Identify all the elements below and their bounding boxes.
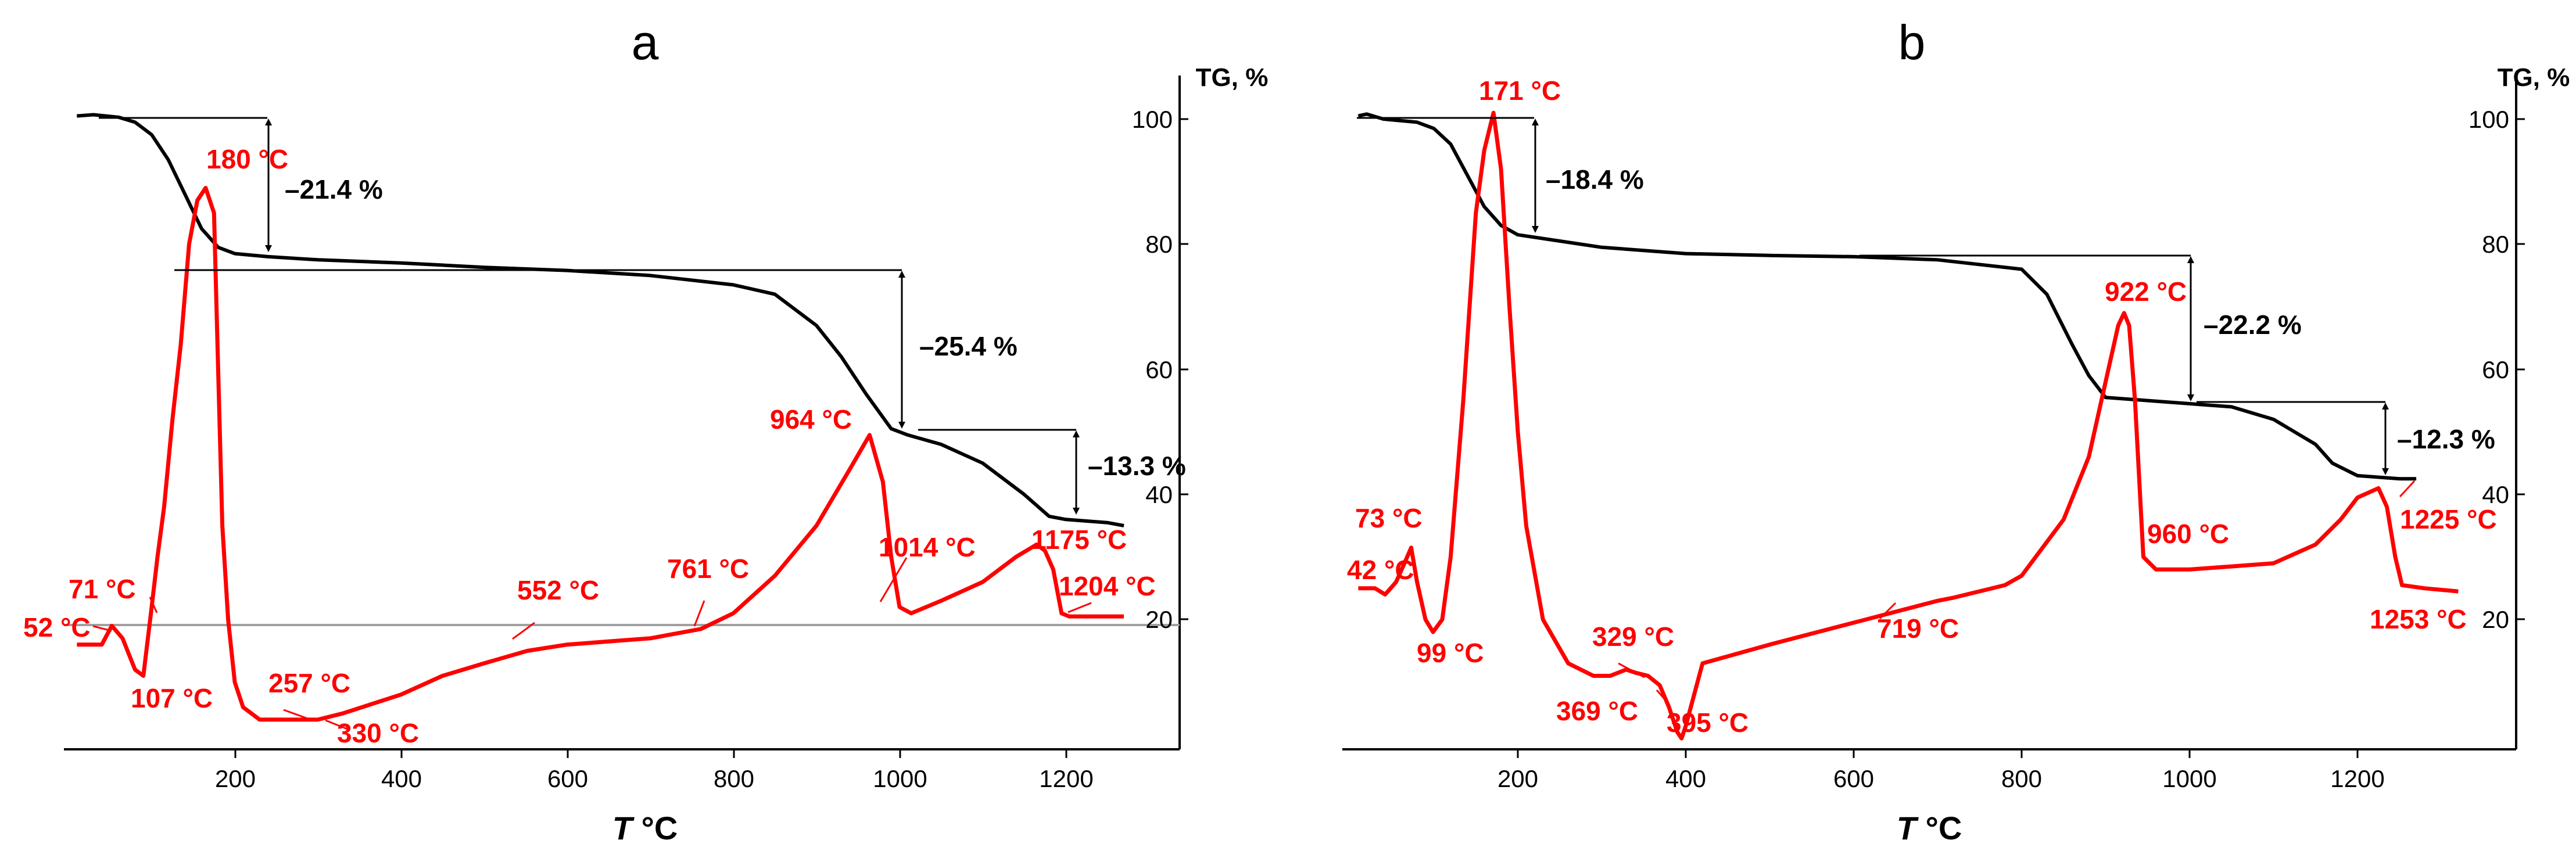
panel-a-x-title: T °C [612, 810, 678, 846]
panel-b-peak-label: 1225 °C [2400, 504, 2497, 534]
panel-a-y-tick-label: 40 [1145, 481, 1173, 508]
panel-b-peak-label: 42 °C [1347, 555, 1414, 585]
panel-a: a 200 400 600 800 1000 1200 [23, 15, 1268, 846]
panel-b-leader-lines [1618, 480, 2416, 703]
panel-a-mass-loss-markers: –21.4 % –25.4 % –13.3 % [99, 117, 1186, 515]
panel-a-tg-curve [77, 113, 1124, 527]
panel-a-peak-label: 71 °C [69, 574, 136, 604]
panel-b: b 200 400 600 800 1000 1200 100 80 60 [1342, 15, 2570, 846]
panel-b-mass-loss-label: –18.4 % [1546, 164, 1644, 195]
panel-a-mass-loss-label: –13.3 % [1088, 451, 1186, 481]
panel-b-x-title: T °C [1897, 810, 1962, 846]
panel-b-peak-label: 960 °C [2147, 519, 2229, 549]
panel-b-peak-label: 329 °C [1592, 622, 1674, 652]
panel-a-y-ticks: 100 80 60 40 20 [1132, 106, 1188, 633]
panel-a-y-tick-label: 60 [1145, 356, 1173, 383]
panel-a-x-tick-label: 200 [215, 765, 256, 792]
panel-b-dta-annotations: 42 °C 73 °C 99 °C 171 °C 329 °C 369 °C 3… [1347, 76, 2497, 738]
panel-b-peak-label: 719 °C [1877, 613, 1959, 644]
panel-b-peak-label: 73 °C [1355, 503, 1423, 533]
panel-a-x-tick-label: 1200 [1039, 765, 1093, 792]
panel-a-peak-label: 330 °C [337, 718, 419, 748]
panel-b-x-tick-label: 1000 [2162, 765, 2216, 792]
panel-b-peak-label: 922 °C [2105, 276, 2187, 307]
panel-a-y-tick-label: 80 [1145, 231, 1173, 258]
panel-b-y-ticks: 100 80 60 40 20 [2468, 106, 2525, 633]
panel-b-y-tick-label: 80 [2482, 231, 2509, 258]
panel-a-mass-loss-label: –21.4 % [285, 174, 383, 204]
panel-a-peak-label: 52 °C [23, 612, 91, 642]
panel-a-peak-label: 180 °C [206, 144, 288, 174]
panel-b-y-tick-label: 100 [2468, 106, 2509, 133]
panel-b-peak-label: 395 °C [1667, 707, 1749, 738]
panel-a-y-tick-label: 100 [1132, 106, 1173, 133]
panel-b-peak-label: 1253 °C [2370, 604, 2467, 634]
panel-a-peak-label: 1014 °C [879, 532, 976, 562]
panel-a-peak-label: 761 °C [667, 554, 749, 584]
panel-a-peak-label: 257 °C [268, 668, 350, 698]
panel-b-x-ticks: 200 400 600 800 1000 1200 [1497, 749, 2385, 792]
panel-b-mass-loss-label: –22.2 % [2204, 310, 2302, 340]
panel-a-x-tick-label: 400 [381, 765, 422, 792]
panel-a-mass-loss-label: –25.4 % [919, 331, 1017, 361]
panel-b-peak-label: 171 °C [1479, 76, 1561, 106]
panel-a-y2-title: TG, % [1196, 63, 1269, 92]
panel-b-y-tick-label: 40 [2482, 481, 2509, 508]
panel-a-peak-label: 1204 °C [1059, 571, 1156, 601]
panel-a-peak-label: 552 °C [517, 575, 599, 605]
panel-a-peak-label: 1175 °C [1031, 525, 1127, 555]
panel-b-x-tick-label: 1200 [2330, 765, 2384, 792]
panel-a-y-tick-label: 20 [1145, 606, 1173, 633]
panel-b-y-tick-label: 60 [2482, 356, 2509, 383]
panel-a-dta-annotations: 52 °C 71 °C 107 °C 180 °C 257 °C 330 °C … [23, 144, 1156, 748]
panel-a-peak-label: 107 °C [131, 683, 213, 713]
panel-a-x-tick-label: 600 [547, 765, 588, 792]
panel-b-x-tick-label: 200 [1497, 765, 1538, 792]
panel-b-peak-label: 369 °C [1556, 696, 1638, 726]
panel-b-x-tick-label: 800 [2001, 765, 2042, 792]
panel-b-label: b [1898, 15, 1926, 70]
panel-b-x-tick-label: 400 [1665, 765, 1706, 792]
panel-b-y-tick-label: 20 [2482, 606, 2509, 633]
panel-a-x-tick-label: 1000 [873, 765, 927, 792]
panel-a-peak-label: 964 °C [770, 404, 852, 434]
panel-a-dta-curve [77, 186, 1124, 722]
panel-b-peak-label: 99 °C [1417, 638, 1484, 668]
panel-b-dta-curve [1358, 110, 2459, 741]
panel-a-label: a [632, 15, 659, 70]
panel-b-mass-loss-markers: –18.4 % –22.2 % –12.3 % [1357, 117, 2495, 475]
panel-b-y2-title: TG, % [2498, 63, 2570, 92]
panel-b-tg-curve [1357, 112, 2417, 481]
panel-b-mass-loss-label: –12.3 % [2397, 424, 2495, 454]
panel-a-x-tick-label: 800 [714, 765, 754, 792]
panel-a-leader-lines [92, 557, 1092, 731]
panel-b-x-tick-label: 600 [1833, 765, 1874, 792]
panel-a-x-ticks: 200 400 600 800 1000 1200 [215, 749, 1094, 792]
